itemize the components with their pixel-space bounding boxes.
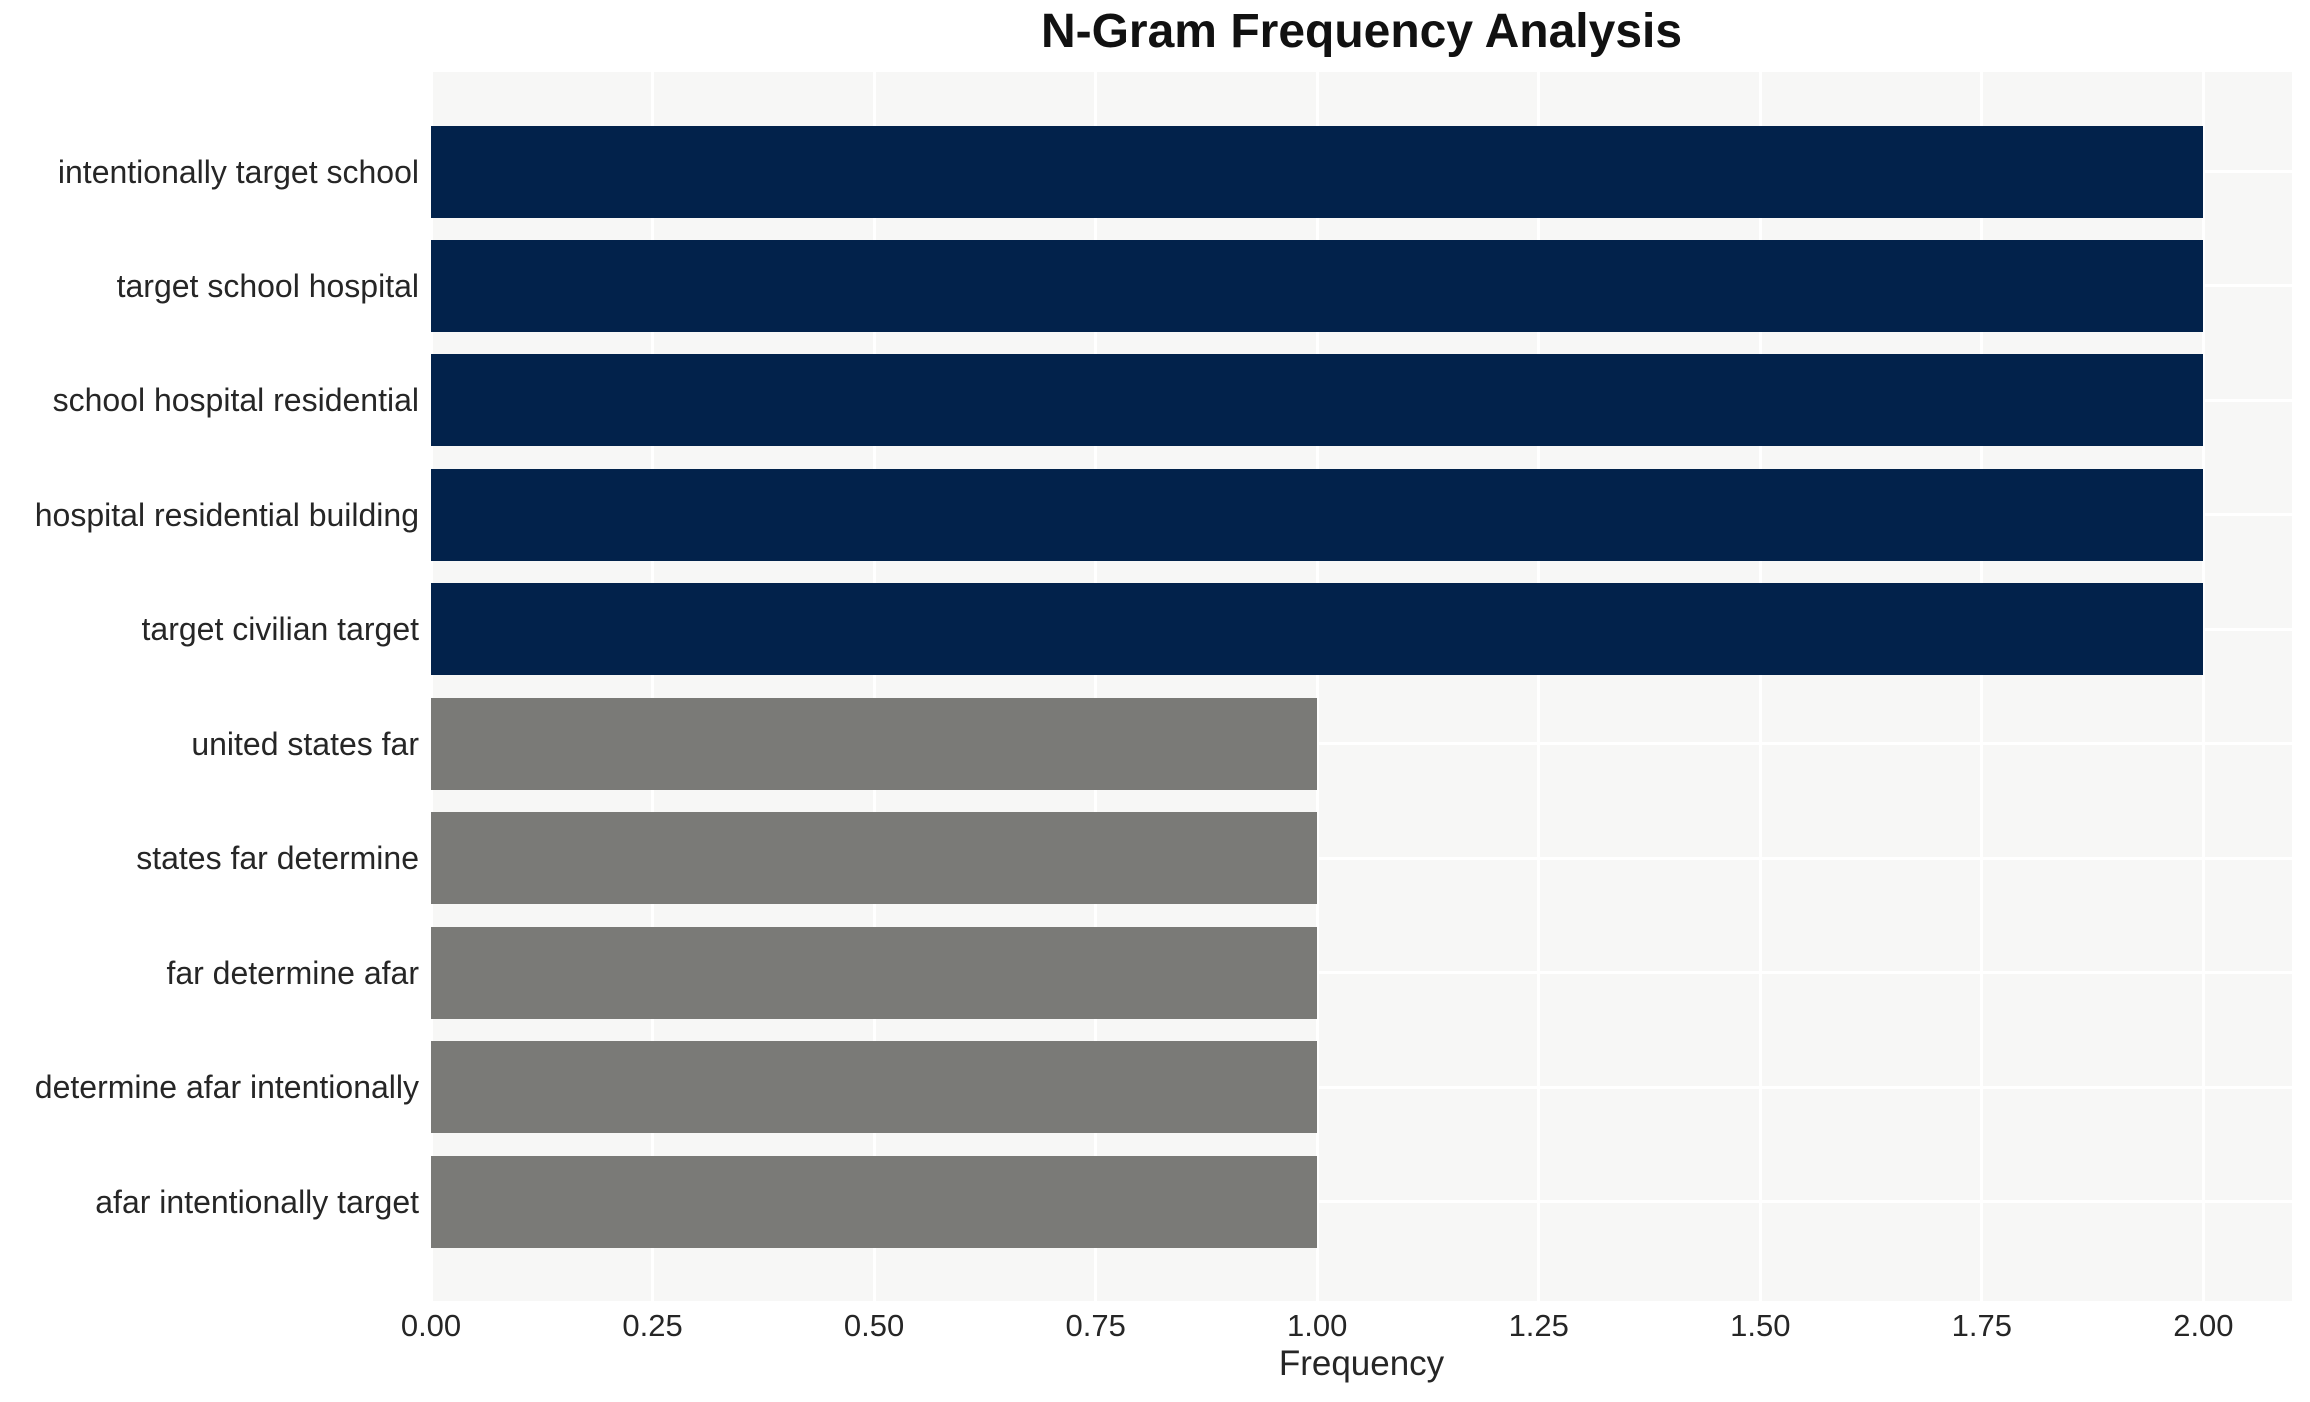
y-tick-label: states far determine — [136, 840, 419, 877]
gridline-x — [1094, 72, 1098, 1301]
bar-intentionally-target-school — [431, 125, 2204, 218]
bar-united-states-far — [431, 697, 1318, 790]
x-tick-label: 1.00 — [1287, 1308, 1348, 1343]
gridline-x — [1537, 72, 1541, 1301]
y-tick-label: target civilian target — [141, 611, 419, 648]
y-tick-label: school hospital residential — [52, 382, 419, 419]
gridline-x — [1758, 72, 1762, 1301]
y-tick-label: united states far — [191, 725, 419, 762]
x-tick-label: 0.25 — [622, 1308, 683, 1343]
y-tick-label: afar intentionally target — [95, 1183, 419, 1220]
gridline-x — [429, 72, 433, 1301]
gridline-y — [431, 1200, 2292, 1203]
x-tick-label: 2.00 — [2173, 1308, 2234, 1343]
x-tick-label: 0.75 — [1065, 1308, 1126, 1343]
bar-target-school-hospital — [431, 239, 2204, 332]
y-tick-label: far determine afar — [166, 954, 419, 991]
gridline-y — [431, 742, 2292, 746]
gridline-y — [431, 856, 2292, 860]
bar-far-determine-afar — [431, 926, 1318, 1019]
y-tick-label: determine afar intentionally — [34, 1069, 419, 1106]
gridline-x — [1980, 72, 1984, 1301]
x-tick-label: 0.50 — [843, 1308, 905, 1343]
bar-hospital-residential-building — [431, 468, 2204, 561]
x-tick-label: 1.50 — [1730, 1308, 1791, 1343]
chart-title: N-Gram Frequency Analysis — [1040, 5, 1683, 58]
gridline-x — [651, 72, 655, 1301]
gridline-y — [431, 971, 2292, 975]
bar-states-far-determine — [431, 812, 1318, 905]
bar-determine-afar-intentionally — [431, 1041, 1318, 1134]
gridline-x — [872, 72, 876, 1301]
bar-target-civilian-target — [431, 583, 2204, 676]
gridline-x — [1315, 72, 1319, 1301]
x-axis-label: Frequency — [1278, 1344, 1445, 1383]
y-tick-label: hospital residential building — [34, 496, 419, 533]
y-tick-label: target school hospital — [116, 267, 419, 304]
bar-afar-intentionally-target — [431, 1155, 1318, 1248]
bar-school-hospital-residential — [431, 354, 2204, 447]
plot-area — [429, 72, 2292, 1301]
x-tick-label: 1.25 — [1508, 1308, 1569, 1343]
gridline-y — [431, 1085, 2292, 1089]
gridline-x — [2201, 72, 2205, 1301]
y-tick-label: intentionally target school — [57, 153, 419, 190]
x-tick-label: 0.00 — [400, 1308, 462, 1343]
x-tick-label: 1.75 — [1951, 1308, 2012, 1343]
